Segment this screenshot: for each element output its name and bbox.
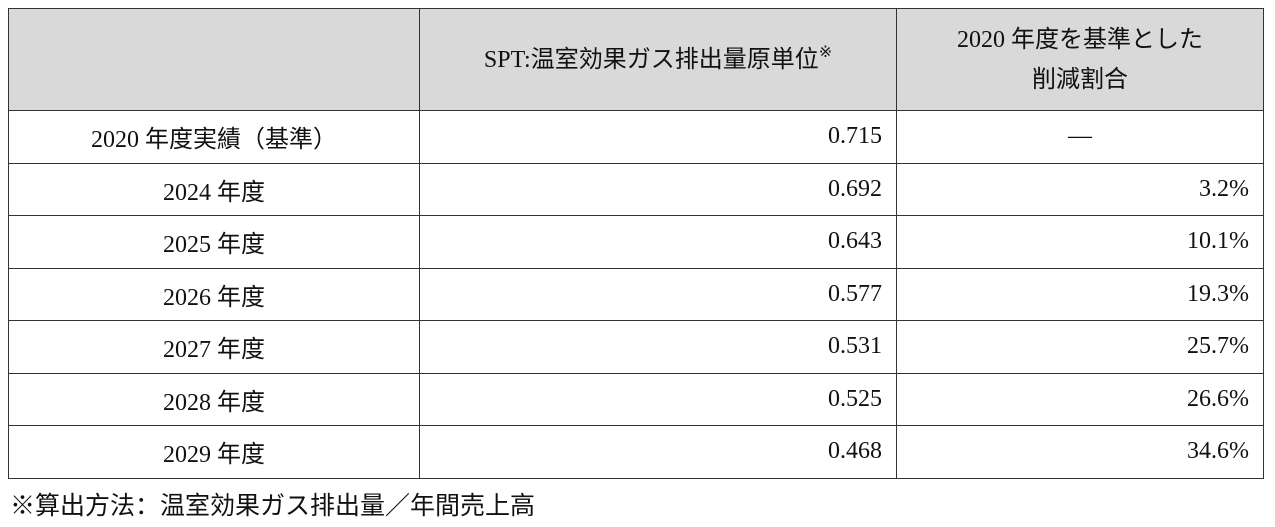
table-row: 2020 年度実績（基準） 0.715— (8, 110, 1264, 164)
table-cell: 2020 年度実績（基準） (8, 110, 420, 164)
table-cell: 3.2% (896, 162, 1264, 216)
table-cell: 34.6% (896, 425, 1264, 479)
table-cell: 0.715 (419, 110, 897, 164)
table-row: 2024 年度 0.692 3.2% (8, 162, 1264, 216)
table-cell: 2028 年度 (8, 372, 420, 426)
table-cell: 2029 年度 (8, 425, 420, 479)
footnote: ※算出方法：温室効果ガス排出量／年間売上高 (10, 493, 536, 520)
table-cell: 19.3% (896, 267, 1264, 321)
header-text: 2020 年度を基準とした (957, 26, 1203, 53)
table-head: SPT:温室効果ガス排出量原単位※ 2020 年度を基準とした 削減割合 (8, 8, 1264, 111)
header-row: SPT:温室効果ガス排出量原単位※ 2020 年度を基準とした 削減割合 (8, 8, 1264, 111)
header-cell: 2020 年度を基準とした 削減割合 (896, 8, 1264, 111)
table-cell: 25.7% (896, 320, 1264, 374)
header-cell: SPT:温室効果ガス排出量原単位※ (419, 8, 897, 111)
table-row: 2026 年度 0.577 19.3% (8, 267, 1264, 321)
header-note-mark: ※ (818, 43, 833, 61)
table-cell: 0.692 (419, 162, 897, 216)
table-row: 2029 年度 0.468 34.6% (8, 425, 1264, 479)
table-cell: 0.468 (419, 425, 897, 479)
table-cell: 26.6% (896, 372, 1264, 426)
data-table: SPT:温室効果ガス排出量原単位※ 2020 年度を基準とした 削減割合 2020… (8, 8, 1264, 479)
table-body: 2020 年度実績（基準） 0.715—2024 年度 0.692 3.2% 2025 … (8, 110, 1264, 479)
header-text: SPT:温室効果ガス排出量原単位 (483, 46, 819, 73)
table-cell: 2026 年度 (8, 267, 420, 321)
table-row: 2028 年度 0.525 26.6% (8, 372, 1264, 426)
table-row: 2025 年度 0.643 10.1% (8, 215, 1264, 269)
table-cell: 0.577 (419, 267, 897, 321)
table-row: 2027 年度 0.531 25.7% (8, 320, 1264, 374)
table-cell: 10.1% (896, 215, 1264, 269)
header-cell (8, 8, 420, 111)
header-text: 削減割合 (1032, 66, 1128, 93)
table-cell: 0.643 (419, 215, 897, 269)
table-cell: 2024 年度 (8, 162, 420, 216)
table-cell: 0.531 (419, 320, 897, 374)
table-cell: 0.525 (419, 372, 897, 426)
table-cell: 2025 年度 (8, 215, 420, 269)
table-cell: 2027 年度 (8, 320, 420, 374)
table-cell: — (896, 110, 1264, 164)
